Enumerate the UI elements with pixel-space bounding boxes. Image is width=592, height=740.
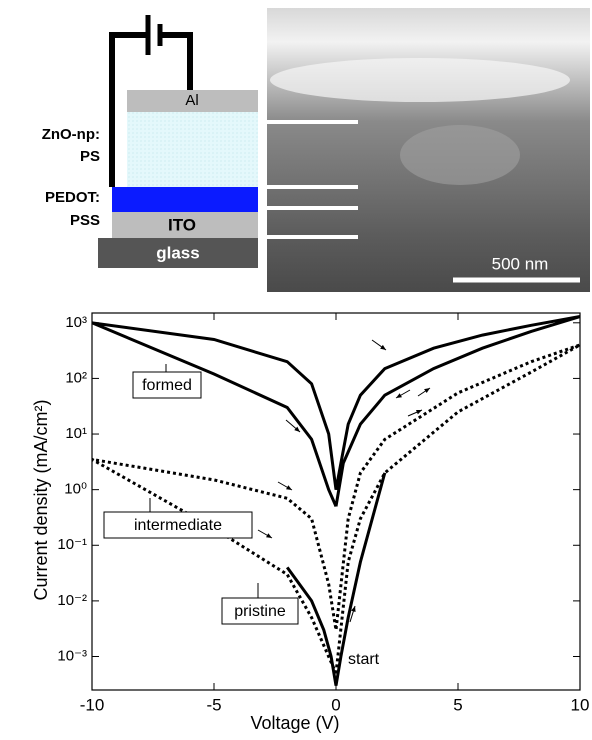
- y-tick-label: 10²: [65, 369, 87, 386]
- sem-image: 500 nm: [265, 8, 590, 292]
- zno-layer: [127, 112, 258, 187]
- annotation: start: [348, 651, 380, 668]
- x-axis-label: Voltage (V): [250, 713, 339, 733]
- y-tick-label: 10⁻³: [57, 647, 87, 664]
- sem-texture: [400, 125, 520, 185]
- layer-label: glass: [156, 243, 199, 262]
- legend-label: intermediate: [134, 517, 222, 534]
- chart: Voltage (V) Current density (mA/cm²) -10…: [31, 313, 590, 733]
- line-series: [92, 317, 580, 507]
- y-tick-label: 10⁻¹: [57, 536, 87, 553]
- y-tick-label: 10⁻²: [57, 592, 87, 609]
- legend-label: pristine: [234, 603, 286, 620]
- scale-bar-label: 500 nm: [492, 254, 549, 273]
- layer-label: PSS: [70, 212, 100, 229]
- wire: [162, 35, 190, 90]
- x-tick-label: -10: [80, 695, 105, 714]
- x-tick-label: 0: [331, 695, 340, 714]
- device-schematic: Al ZnO-np: PS PEDOT: PSS ITO glass: [42, 15, 258, 268]
- arrow-head: [424, 388, 430, 393]
- x-tick-label: -5: [206, 695, 221, 714]
- arrow-head: [380, 345, 386, 350]
- y-axis-label: Current density (mA/cm²): [31, 399, 51, 600]
- y-tick-label: 10³: [65, 314, 87, 331]
- x-tick-label: 10: [571, 695, 590, 714]
- layer-label: ZnO-np:: [42, 126, 100, 143]
- x-tick-label: 5: [453, 695, 462, 714]
- layer-label: ITO: [168, 215, 196, 234]
- y-tick-label: 10⁰: [64, 481, 87, 498]
- figure: Al ZnO-np: PS PEDOT: PSS ITO glass 500 n…: [0, 0, 592, 735]
- y-tick-label: 10¹: [65, 425, 87, 442]
- layer-label: PEDOT:: [45, 189, 100, 206]
- layer-label: Al: [185, 92, 198, 109]
- pedot-layer: [112, 187, 258, 212]
- layer-label: PS: [80, 148, 100, 165]
- sem-texture: [270, 58, 570, 102]
- legend-label: formed: [142, 377, 192, 394]
